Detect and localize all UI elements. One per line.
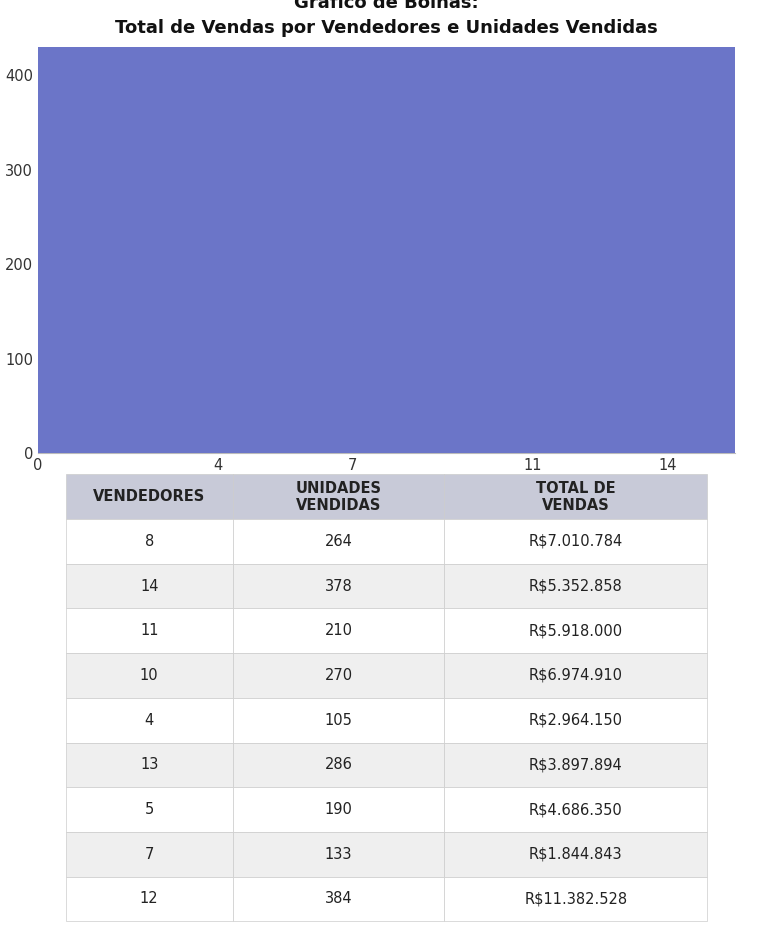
Point xyxy=(482,191,494,206)
Point xyxy=(617,176,629,191)
Point xyxy=(572,83,584,98)
Point xyxy=(392,196,404,212)
Point xyxy=(662,88,674,103)
Title: Gráfico de Bolhas:
Total de Vendas por Vendedores e Unidades Vendidas: Gráfico de Bolhas: Total de Vendas por V… xyxy=(115,0,658,37)
Point xyxy=(257,266,269,281)
Point xyxy=(527,247,539,262)
Point xyxy=(211,347,224,362)
Point xyxy=(346,320,359,335)
X-axis label: Vendedores: Vendedores xyxy=(341,481,432,496)
